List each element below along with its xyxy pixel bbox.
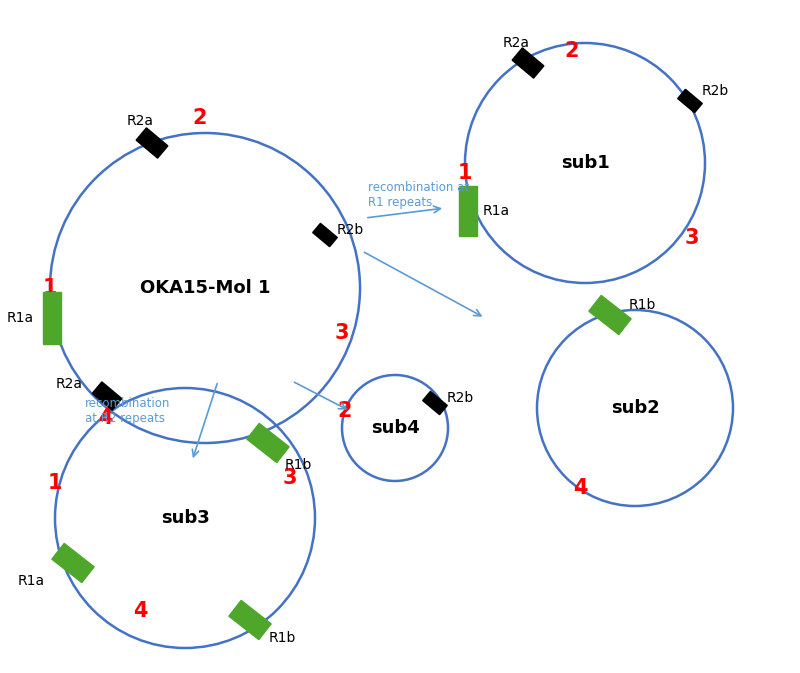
Text: sub3: sub3 [161,509,210,527]
Bar [229,600,271,639]
Text: 1: 1 [42,278,58,298]
Text: OKA15-Mol 1: OKA15-Mol 1 [140,279,270,297]
Text: 2: 2 [565,41,579,61]
Text: sub4: sub4 [370,419,419,437]
Text: 1: 1 [458,163,472,183]
Text: R1b: R1b [284,458,312,472]
Text: R2b: R2b [336,223,364,237]
Text: R2b: R2b [702,84,729,98]
Text: 2: 2 [338,401,352,421]
Text: 4: 4 [573,478,587,498]
Text: R1a: R1a [6,311,34,325]
Bar [678,90,702,112]
Text: 4: 4 [98,408,112,428]
Text: R2a: R2a [55,377,82,391]
Text: 3: 3 [685,228,699,248]
Text: 1: 1 [48,473,62,493]
Text: 2: 2 [193,108,207,128]
Bar [247,423,289,462]
Bar [52,543,94,583]
Bar [92,382,122,410]
Text: R2a: R2a [502,36,530,50]
Text: R2b: R2b [446,391,474,405]
Bar [459,186,477,236]
Text: recombination
at R2 repeats: recombination at R2 repeats [85,397,170,425]
Text: R2a: R2a [126,114,154,128]
Bar [313,223,338,247]
Bar [512,48,544,78]
Text: R1a: R1a [18,574,45,588]
Text: sub1: sub1 [561,154,610,172]
Bar [136,128,168,158]
Text: sub2: sub2 [610,399,659,417]
Bar [589,295,631,334]
Text: R1b: R1b [268,631,296,645]
Text: R1a: R1a [482,204,510,218]
Text: R1b: R1b [628,298,656,312]
Bar [422,391,447,415]
Text: recombination at
R1 repeats: recombination at R1 repeats [368,181,469,209]
Text: 3: 3 [334,323,350,343]
Text: 4: 4 [133,601,147,621]
Text: 3: 3 [282,468,298,488]
Bar [43,292,61,344]
